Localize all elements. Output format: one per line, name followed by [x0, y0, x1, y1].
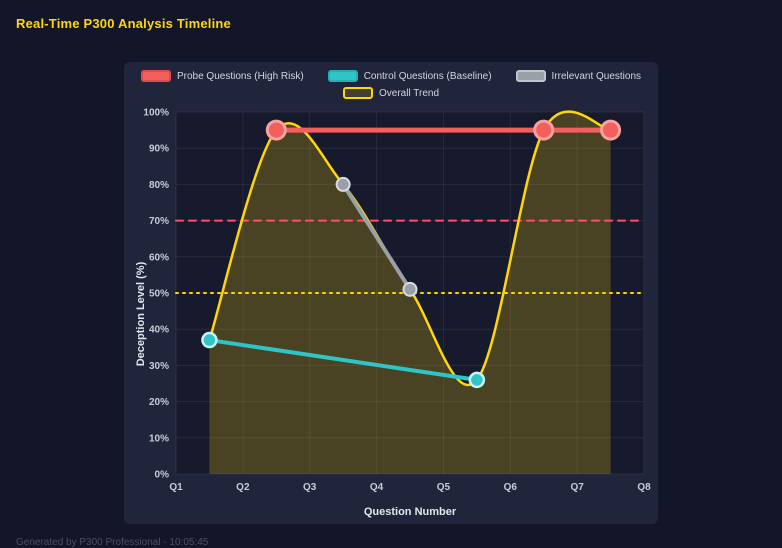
legend-swatch-probe-icon: [140, 70, 171, 82]
svg-text:100%: 100%: [143, 108, 169, 119]
svg-text:50%: 50%: [149, 289, 169, 300]
legend-swatch-control-icon: [327, 70, 358, 82]
svg-text:Q4: Q4: [370, 482, 384, 493]
x-axis-title: Question Number: [363, 506, 457, 518]
legend-swatch-irrelevant-icon: [515, 70, 546, 82]
chart-canvas[interactable]: Q1 Q2 Q3 Q4 Q5 Q6 Q7 Q8 0% 10% 20% 30% 40% 50% 60% 70% 8…: [124, 102, 658, 502]
legend-label-probe: Probe Questions (High Risk): [176, 70, 304, 82]
legend-item-irrelevant[interactable]: Irrelevant Questions: [515, 70, 642, 82]
chart-card: Probe Questions (High Risk) Control Ques…: [124, 62, 658, 524]
footer-note: Generated by P300 Professional - 10:05:4…: [16, 537, 209, 548]
legend-row-1: Probe Questions (High Risk) Control Ques…: [124, 70, 658, 82]
legend-label-irrelevant: Irrelevant Questions: [551, 70, 642, 82]
chart-legend: Probe Questions (High Risk) Control Ques…: [124, 70, 658, 99]
svg-text:Q6: Q6: [504, 482, 518, 493]
legend-row-2: Overall Trend: [124, 87, 658, 99]
svg-text:Q2: Q2: [236, 482, 250, 493]
legend-swatch-trend-icon: [342, 87, 373, 99]
svg-text:90%: 90%: [149, 144, 169, 155]
svg-text:10%: 10%: [149, 433, 169, 444]
legend-item-control[interactable]: Control Questions (Baseline): [327, 70, 492, 82]
svg-text:20%: 20%: [149, 397, 169, 408]
page-title: Real-Time P300 Analysis Timeline: [16, 16, 231, 31]
legend-item-probe[interactable]: Probe Questions (High Risk): [140, 70, 304, 82]
svg-text:30%: 30%: [149, 361, 169, 372]
svg-text:Q8: Q8: [637, 482, 651, 493]
legend-label-control: Control Questions (Baseline): [363, 70, 492, 82]
svg-text:70%: 70%: [149, 216, 169, 227]
legend-item-trend[interactable]: Overall Trend: [342, 87, 440, 99]
svg-text:Q7: Q7: [570, 482, 584, 493]
legend-label-trend: Overall Trend: [378, 87, 440, 99]
svg-text:40%: 40%: [149, 325, 169, 336]
svg-text:Q1: Q1: [169, 482, 183, 493]
svg-text:60%: 60%: [149, 252, 169, 263]
svg-text:Q5: Q5: [437, 482, 451, 493]
svg-text:0%: 0%: [155, 470, 170, 481]
svg-text:Q3: Q3: [303, 482, 317, 493]
svg-text:80%: 80%: [149, 180, 169, 191]
